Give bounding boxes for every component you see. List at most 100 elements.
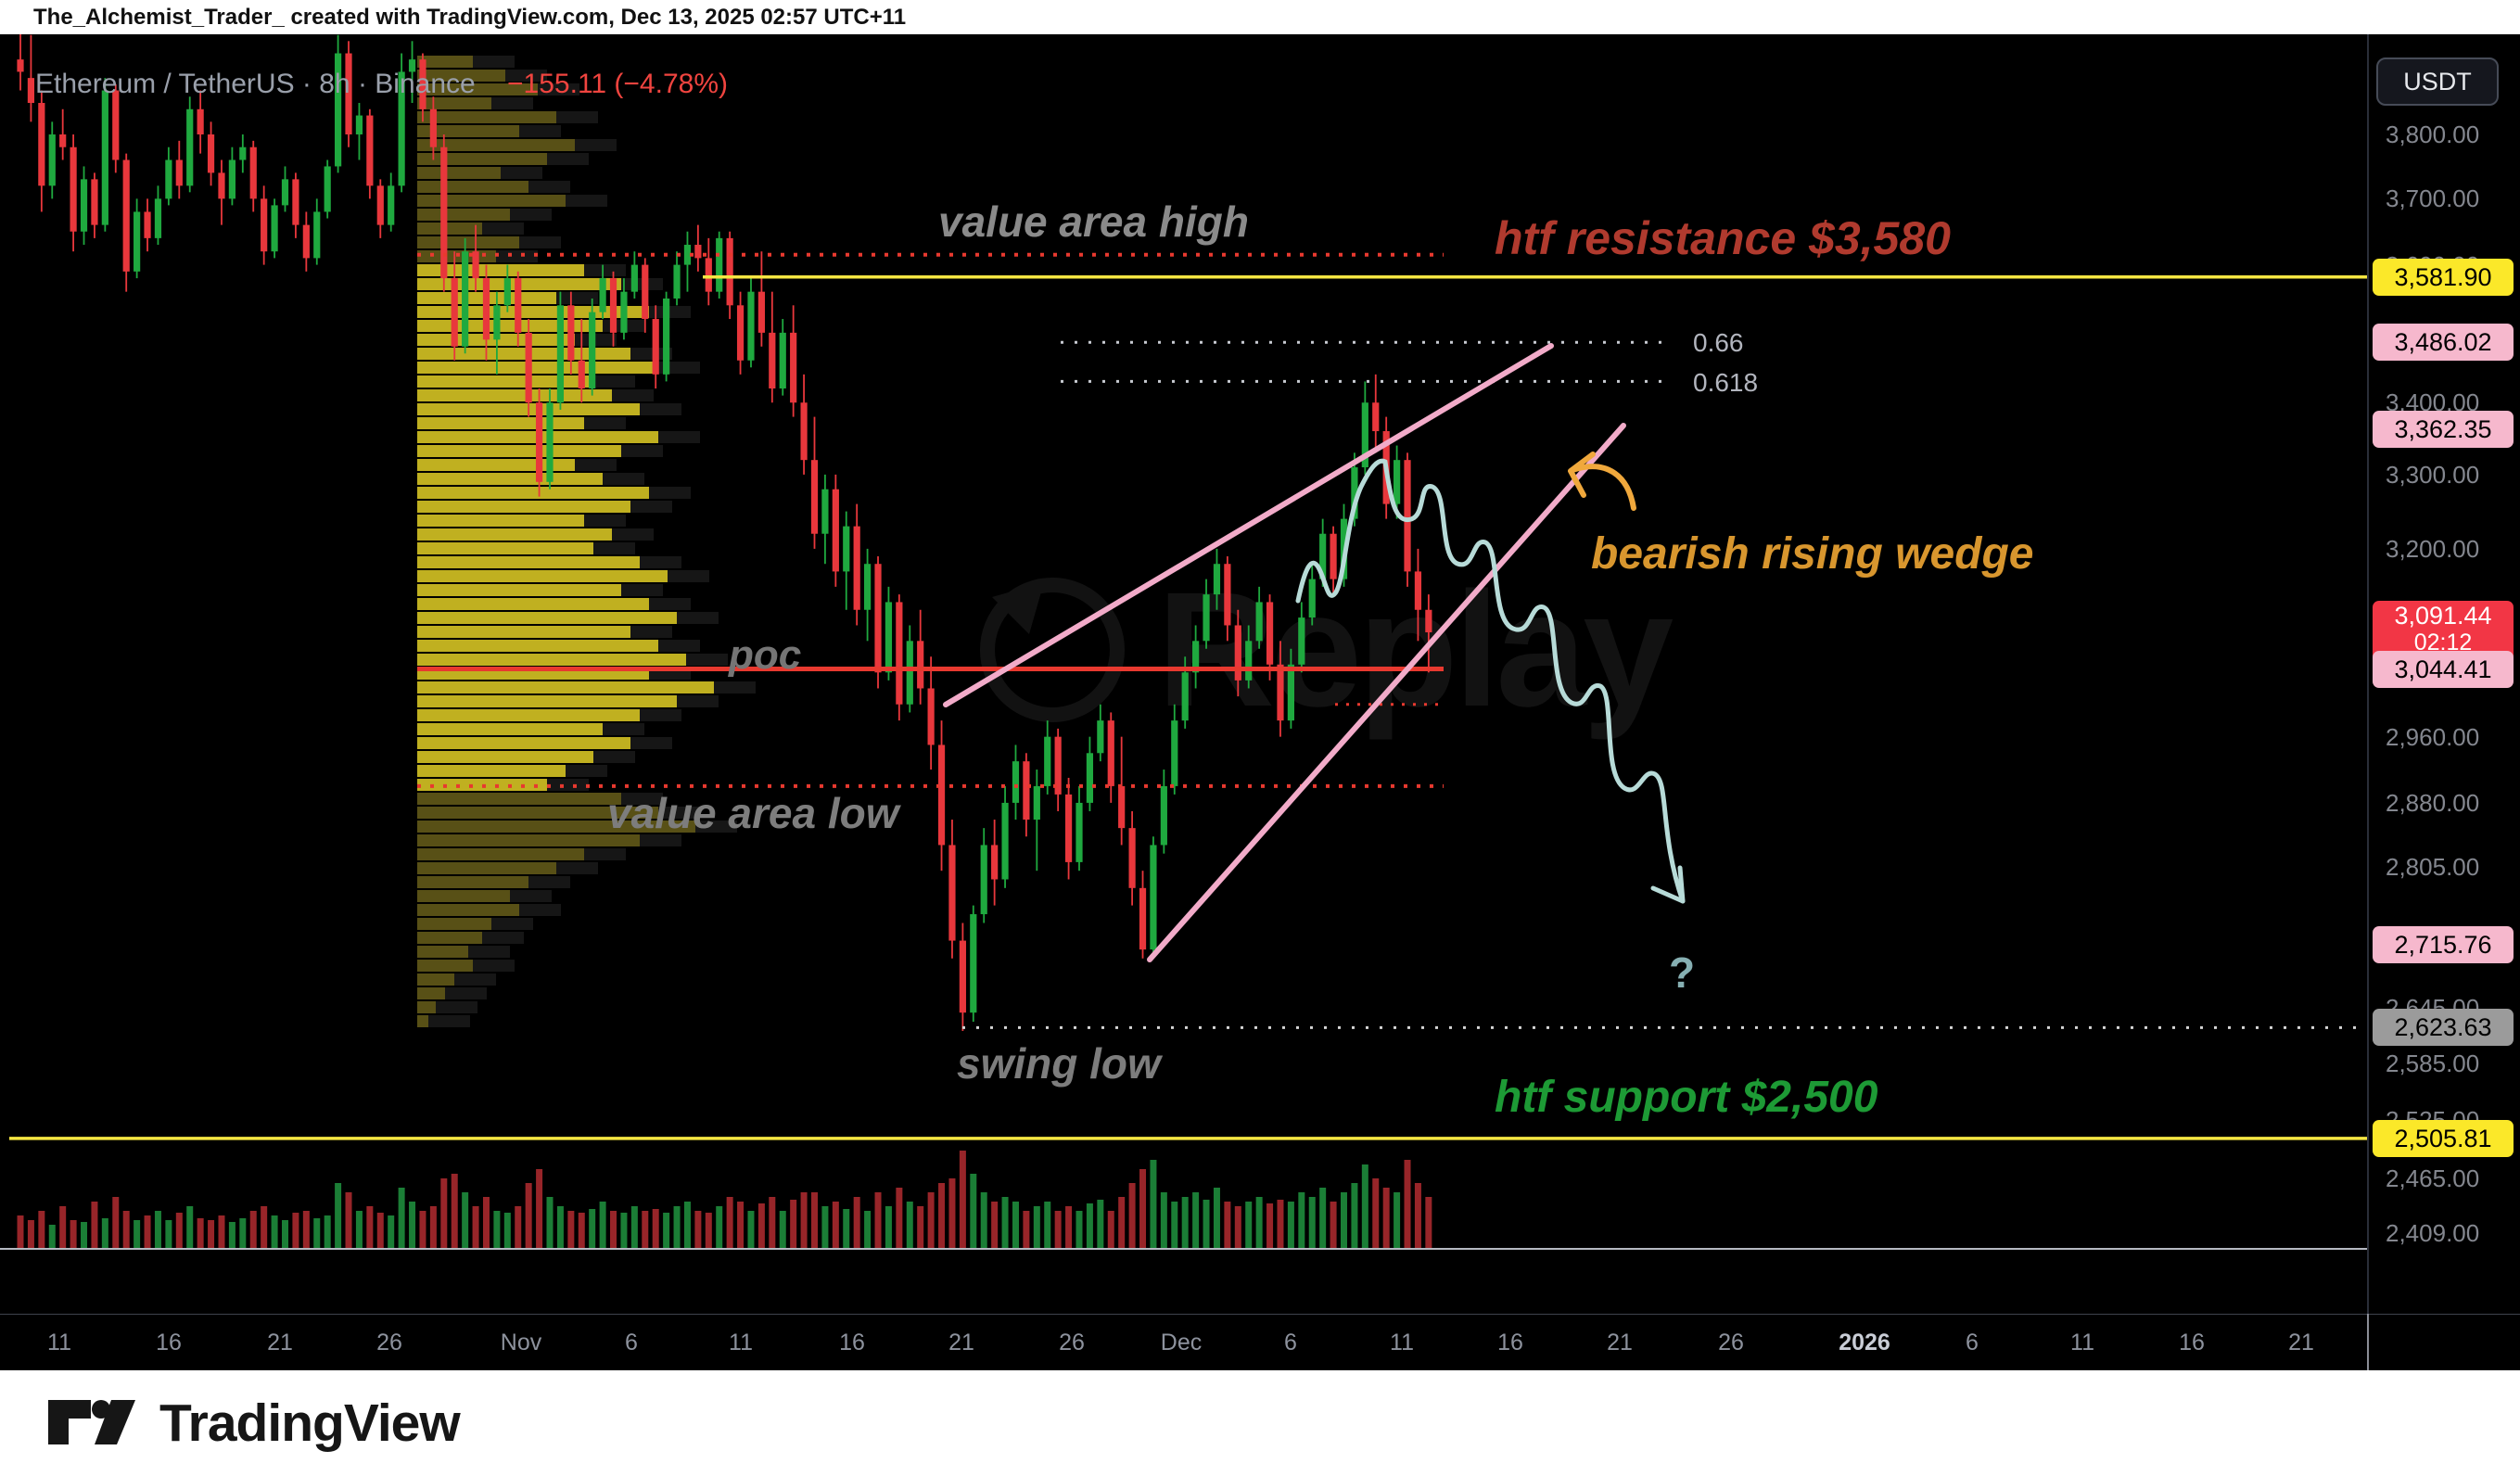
candle-body [1414, 571, 1422, 610]
volume-bar [1203, 1200, 1210, 1248]
axis-corner-divider [2367, 1314, 2369, 1370]
projection-arrow [1295, 458, 1686, 904]
volume-bar [197, 1218, 204, 1248]
candle-body [906, 641, 913, 705]
candle-body [249, 146, 257, 199]
candle-body [1097, 720, 1104, 754]
volume-profile-row [417, 834, 640, 846]
volume-bar [1086, 1203, 1093, 1248]
candle-body [1394, 460, 1401, 504]
title-bar-text: The_Alchemist_Trader_ created with Tradi… [33, 4, 907, 30]
replay-icon [980, 578, 1125, 722]
volume-profile-row [417, 125, 519, 137]
volume-bar [91, 1202, 98, 1248]
candle-body [1160, 785, 1167, 846]
volume-bar [313, 1218, 321, 1248]
volume-bar [1118, 1197, 1126, 1248]
volume-profile-row [417, 765, 566, 777]
candle-body [271, 205, 278, 252]
candle-body [398, 71, 405, 186]
candle-body [1224, 564, 1231, 626]
volume-bar [419, 1211, 426, 1248]
volume-bar [398, 1188, 405, 1248]
bar-countdown: 02:12 [2413, 629, 2473, 655]
time-tick: 6 [625, 1330, 638, 1355]
time-tick: Dec [1160, 1330, 1203, 1355]
price-axis[interactable]: USDT 3,800.003,700.003,600.003,500.003,4… [2367, 33, 2520, 1370]
candle-body [948, 845, 956, 941]
candle-body [757, 291, 765, 333]
time-tick: 16 [156, 1330, 182, 1355]
candle-body [388, 185, 395, 225]
candle-body [546, 402, 554, 482]
volume-bar [1351, 1183, 1358, 1248]
candle-body [218, 172, 225, 199]
candle-body [503, 278, 511, 306]
volume-bar [1139, 1169, 1147, 1248]
time-axis[interactable]: 11 16 21 26 Nov 6 11 16 21 26 Dec 6 11 16 21 26 2026 6 11 1… [0, 1314, 2520, 1371]
candle-wick [1036, 770, 1038, 872]
candle-body [1277, 664, 1284, 721]
volume-bar [1266, 1203, 1274, 1248]
volume-bar [186, 1206, 194, 1248]
candle-body [302, 224, 310, 259]
time-tick: 11 [729, 1330, 753, 1355]
candle-body [790, 332, 797, 403]
volume-profile-row [417, 1001, 436, 1013]
candle-body [630, 264, 638, 292]
volume-bar [1382, 1188, 1390, 1248]
volume-bar [515, 1206, 522, 1248]
volume-bar [1160, 1192, 1167, 1248]
price-label-chip: 2,715.76 [2373, 925, 2514, 963]
volume-bar [1001, 1197, 1009, 1248]
volume-bar [663, 1213, 670, 1248]
price-label-chip: 2,505.81 [2373, 1119, 2514, 1157]
price-tick: 3,200.00 [2386, 534, 2480, 563]
volume-profile-row [417, 181, 528, 193]
volume-bar [610, 1211, 617, 1248]
volume-bar [134, 1220, 141, 1248]
wedge-lower-trendline [1147, 423, 1626, 962]
volume-profile-row [417, 709, 640, 721]
volume-bar [388, 1215, 395, 1248]
candle-body [472, 251, 479, 279]
volume-profile-row [417, 556, 640, 568]
volume-bar [462, 1192, 469, 1248]
volume-profile-row [417, 904, 519, 916]
volume-bar [1044, 1202, 1051, 1248]
time-tick: 6 [1284, 1330, 1297, 1355]
candle-body [101, 90, 108, 225]
candle-wick [411, 41, 414, 104]
wedge-pointer-arrow [1570, 464, 1636, 511]
tradingview-logo[interactable]: TradingView [48, 1393, 461, 1454]
volume-bar [249, 1211, 257, 1248]
pane-separator [0, 1248, 2520, 1250]
value-area-low-label: value area low [607, 789, 899, 837]
time-tick: 16 [839, 1330, 865, 1355]
candle-body [599, 278, 606, 312]
candle-wick [1427, 594, 1430, 673]
volume-profile-row [417, 987, 445, 999]
candle-body [80, 179, 88, 232]
candle-body [578, 360, 585, 389]
volume-bar [81, 1222, 88, 1248]
volume-bar [122, 1211, 130, 1248]
volume-bar [376, 1213, 384, 1248]
volume-profile-row [417, 515, 584, 527]
volume-bar [1224, 1202, 1231, 1248]
currency-toggle-button[interactable]: USDT [2376, 57, 2499, 106]
volume-bar [1075, 1211, 1083, 1248]
volume-profile-row [417, 960, 473, 972]
candle-body [1054, 736, 1062, 795]
candle-body [525, 332, 532, 403]
candle-body [980, 845, 987, 915]
candle-body [429, 108, 437, 147]
candle-body [567, 305, 575, 361]
swing-low-label: swing low [957, 1039, 1161, 1088]
volume-bar [874, 1192, 882, 1248]
volume-profile-row [417, 612, 677, 624]
price-label-chip: 3,044.41 [2373, 650, 2514, 688]
volume-profile-row [417, 681, 714, 693]
candle-body [493, 305, 501, 340]
